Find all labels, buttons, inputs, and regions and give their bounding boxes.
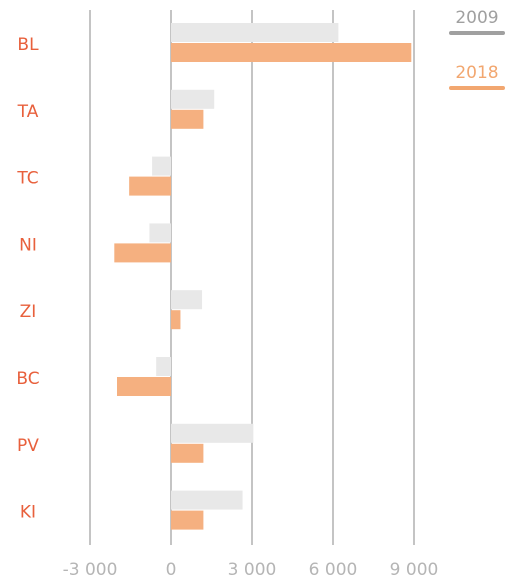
bar	[171, 423, 254, 443]
category-label: TA	[17, 102, 39, 122]
legend-label: 2009	[455, 8, 498, 28]
category-label: BC	[16, 369, 39, 389]
bar	[152, 156, 171, 176]
category-label: ZI	[20, 302, 37, 322]
bar	[117, 377, 171, 396]
category-label: BL	[17, 35, 39, 55]
bar	[129, 176, 171, 196]
legend-label: 2018	[455, 63, 498, 83]
bar	[171, 490, 243, 510]
bar	[171, 109, 204, 129]
category-label: TC	[16, 169, 38, 189]
bar	[171, 443, 204, 463]
x-tick-label: 6 000	[309, 560, 358, 580]
bar	[171, 23, 339, 42]
bar	[171, 310, 181, 330]
x-tick-label: 9 000	[390, 560, 439, 580]
bar	[114, 243, 171, 263]
category-label: KI	[20, 503, 36, 523]
x-tick-label: 0	[166, 560, 177, 580]
category-label: NI	[19, 235, 37, 255]
bar	[171, 89, 215, 109]
x-tick-label: 3 000	[228, 560, 277, 580]
x-tick-label: -3 000	[63, 560, 118, 580]
bar	[171, 43, 412, 62]
bar	[156, 357, 171, 376]
category-label: PV	[17, 436, 39, 456]
bar	[149, 223, 171, 243]
bar	[171, 290, 203, 310]
bar	[171, 510, 204, 530]
